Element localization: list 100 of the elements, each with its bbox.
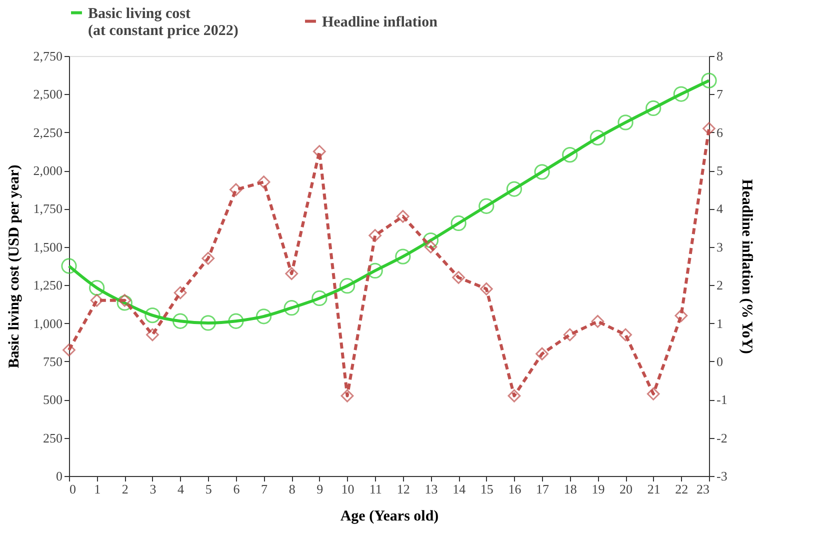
x-tick-label: 3 <box>150 482 156 496</box>
x-tick-label: 15 <box>480 482 494 496</box>
point <box>340 389 354 402</box>
point <box>118 294 132 307</box>
y2-tick-label: 7 <box>716 86 724 102</box>
y2-tick-label: 5 <box>716 163 723 178</box>
x-tick-label: 23 <box>696 482 710 496</box>
x-tick-label: 8 <box>288 482 296 496</box>
point <box>202 252 215 265</box>
point <box>674 309 688 322</box>
point <box>646 387 660 400</box>
y2-tick-label: -3 <box>716 468 728 484</box>
point <box>62 344 76 356</box>
y2-tick-label: 3 <box>716 239 723 254</box>
y2-tick-label: 0 <box>716 354 723 369</box>
point <box>618 114 634 130</box>
y-tick-label: 1,000 <box>33 316 62 331</box>
y2-tick-label: 8 <box>716 48 723 64</box>
x-tick-label: 21 <box>647 482 660 496</box>
point <box>174 286 187 300</box>
point <box>619 328 632 342</box>
point <box>591 314 604 328</box>
x-tick-label: 19 <box>592 482 605 496</box>
point <box>506 181 522 197</box>
point <box>200 315 216 331</box>
y-tick-label: 1,250 <box>33 278 62 293</box>
point <box>534 164 550 180</box>
point <box>480 282 493 296</box>
point <box>285 267 298 280</box>
y-tick-label: 2,000 <box>33 163 62 178</box>
y-tick-label: 2,250 <box>33 124 62 140</box>
y-tick-label: 0 <box>56 468 62 484</box>
y-tick-label: 1,750 <box>33 201 62 216</box>
point <box>450 215 466 232</box>
y2-tick-label: 1 <box>716 316 723 331</box>
point <box>368 229 382 242</box>
point <box>424 240 438 254</box>
x-tick-label: 11 <box>369 482 382 496</box>
y2-tick-label: 4 <box>716 201 724 216</box>
point <box>312 145 326 158</box>
x-tick-label: 20 <box>620 482 633 496</box>
point <box>284 300 300 316</box>
point <box>61 258 77 274</box>
point <box>452 271 466 284</box>
point <box>536 347 548 360</box>
x-tick-label: 6 <box>233 482 240 496</box>
x-tick-label: 14 <box>452 482 466 496</box>
y-tick-label: 2,500 <box>33 86 62 102</box>
y2-tick-label: 6 <box>716 124 724 140</box>
x-tick-label: 16 <box>508 482 522 496</box>
x-tick-label: 7 <box>261 482 268 496</box>
point <box>702 122 716 135</box>
y-tick-label: 2,750 <box>33 48 62 64</box>
x-tick-label: 12 <box>396 482 410 496</box>
point <box>562 147 578 163</box>
x-tick-label: 13 <box>424 482 438 496</box>
point <box>312 290 328 306</box>
point <box>646 100 662 116</box>
point <box>422 232 439 248</box>
point <box>590 130 606 146</box>
point <box>339 278 356 294</box>
point <box>701 72 717 88</box>
x-tick-label: 10 <box>341 482 354 496</box>
y2-tick-label: -1 <box>716 392 728 408</box>
x-tick-label: 9 <box>316 482 324 496</box>
x-tick-label: 5 <box>205 482 212 496</box>
legend-label: Headline inflation <box>322 14 438 30</box>
x-axis-title: Age (Years old) <box>340 508 439 524</box>
point <box>257 176 270 188</box>
point <box>563 328 576 342</box>
point <box>116 295 132 311</box>
point <box>144 308 160 324</box>
point <box>146 328 159 342</box>
point <box>256 308 272 324</box>
point <box>673 86 689 102</box>
point <box>89 280 105 296</box>
point <box>230 183 242 196</box>
x-tick-label: 17 <box>536 482 550 496</box>
point <box>228 313 244 329</box>
x-tick-label: 0 <box>70 482 76 496</box>
point <box>172 313 188 329</box>
point <box>395 248 411 264</box>
y-tick-label: 750 <box>43 354 62 369</box>
y-tick-label: 1,500 <box>33 239 62 254</box>
y2-tick-label: -2 <box>716 430 728 446</box>
x-tick-label: 2 <box>122 482 128 496</box>
y-tick-label: 250 <box>43 430 62 446</box>
x-tick-label: 22 <box>675 482 688 496</box>
legend-label: Basic living cost (at constant price 2022) <box>88 6 238 39</box>
point <box>396 210 410 223</box>
point <box>478 198 494 214</box>
y-tick-label: 500 <box>43 392 62 408</box>
x-tick-label: 18 <box>564 482 577 496</box>
x-tick-label: 1 <box>94 482 101 496</box>
y2-axis-title: Headline inflation (% YoY) <box>738 179 754 354</box>
y-axis-title: Basic living cost (USD per year) <box>6 164 22 368</box>
point <box>508 389 521 402</box>
x-tick-label: 4 <box>178 482 185 496</box>
y2-tick-label: 2 <box>716 278 723 293</box>
point <box>90 294 104 307</box>
